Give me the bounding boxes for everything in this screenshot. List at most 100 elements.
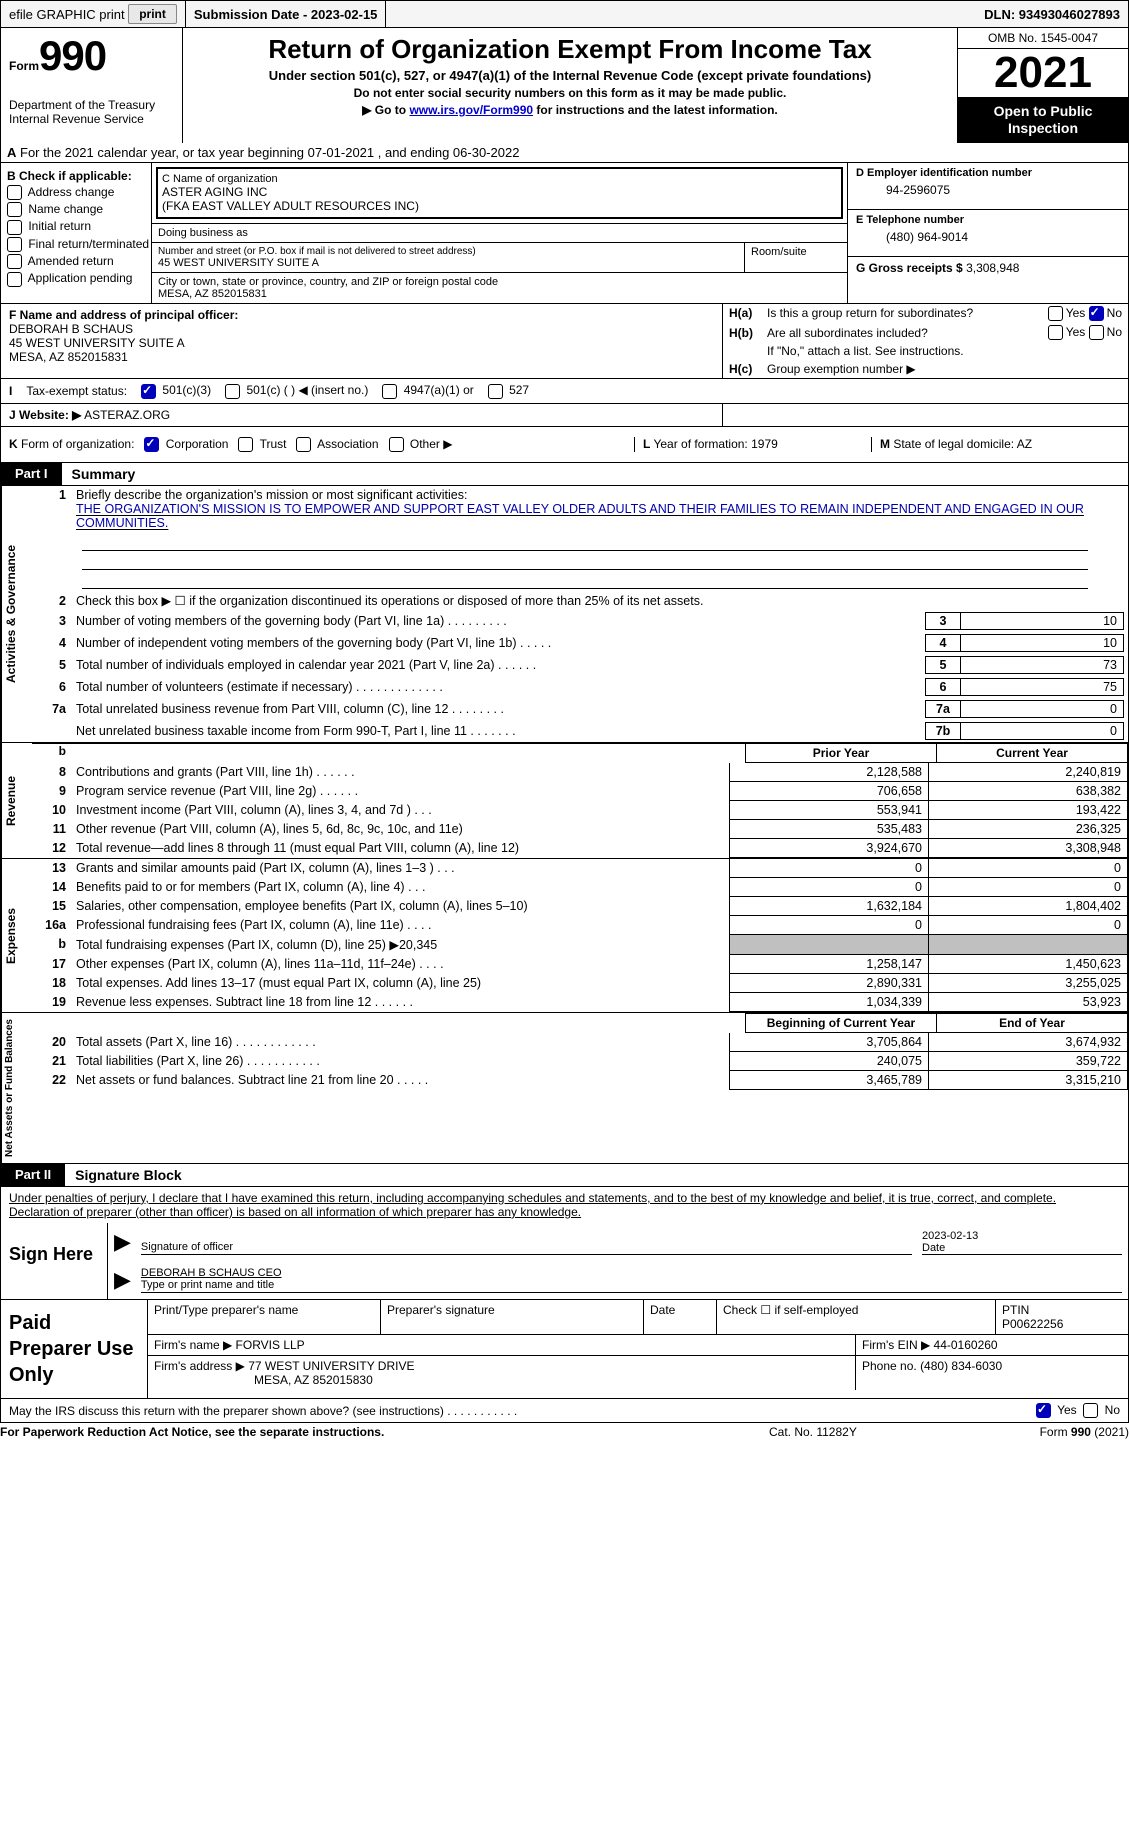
opt-assoc[interactable]: Association [296,437,378,452]
addr-label: Number and street (or P.O. box if mail i… [158,246,738,257]
part2-num: Part II [1,1164,65,1186]
revenue-content: b Prior Year Current Year 8 Contribution… [32,743,1128,858]
title-col: Return of Organization Exempt From Incom… [183,28,957,143]
name-title-field: DEBORAH B SCHAUS CEO Type or print name … [141,1267,1122,1293]
m-col: M State of legal domicile: AZ [871,437,1128,452]
perjury-text: Under penalties of perjury, I declare th… [0,1187,1129,1223]
line1-text: Briefly describe the organization's miss… [76,488,1124,530]
website-row: J Website: ▶ ASTERAZ.ORG [0,404,1129,427]
begin-year-header: Beginning of Current Year [745,1013,937,1033]
efile-label: efile GRAPHIC print print [1,1,186,27]
gross-row: G Gross receipts $ 3,308,948 [848,257,1128,303]
dept-label: Department of the Treasury Internal Reve… [9,98,174,126]
room-cell: Room/suite [744,243,847,272]
efile-text: efile GRAPHIC print [9,7,125,22]
firm-ein-label: Firm's EIN ▶ [862,1338,930,1352]
gov-line: 4 Number of independent voting members o… [32,632,1128,654]
col-d: D Employer identification number 94-2596… [847,163,1128,303]
h-col: H(a) Is this a group return for subordin… [722,304,1128,379]
end-year-header: End of Year [937,1013,1128,1033]
firm-city: MESA, AZ 852015830 [154,1373,373,1387]
hc-text: Group exemption number ▶ [767,362,916,376]
open-inspection: Open to Public Inspection [958,97,1128,143]
opt-corp[interactable]: Corporation [144,437,228,452]
ha-no-cb[interactable] [1089,306,1104,321]
data-line: 22 Net assets or fund balances. Subtract… [32,1071,1128,1090]
discuss-yes[interactable]: Yes [1036,1403,1077,1418]
ha-yes: Yes [1066,306,1086,320]
row-a-text: For the 2021 calendar year, or tax year … [20,145,519,160]
print-button[interactable]: print [128,4,177,24]
firm-name-cell: Firm's name ▶ FORVIS LLP [148,1335,856,1355]
omb-number: OMB No. 1545-0047 [958,28,1128,49]
org-name-box: C Name of organization ASTER AGING INC (… [156,167,843,219]
city-state-zip: MESA, AZ 852015831 [158,288,841,300]
submission-text: Submission Date - 2023-02-15 [194,7,378,22]
sig-arrow-2: ▶ [114,1267,131,1293]
ha-row: H(a) Is this a group return for subordin… [723,304,1128,323]
l-label: L [643,437,650,451]
gov-line: 3 Number of voting members of the govern… [32,610,1128,632]
firm-ein-cell: Firm's EIN ▶ 44-0160260 [856,1335,1128,1355]
firm-phone-cell: Phone no. (480) 834-6030 [856,1356,1128,1390]
ptin-value: P00622256 [1002,1317,1063,1331]
expenses-content: 13 Grants and similar amounts paid (Part… [32,859,1128,1012]
ein-value: 94-2596075 [856,183,1120,197]
m-text: State of legal domicile: [893,437,1014,451]
l-val: 1979 [751,437,778,451]
cb-name-change[interactable]: Name change [7,202,145,217]
col-b: B Check if applicable: Address change Na… [1,163,152,303]
opt-501c[interactable]: 501(c) ( ) ◀ (insert no.) [225,383,368,398]
activities-section: Activities & Governance 1 Briefly descri… [0,486,1129,743]
net-header: Beginning of Current Year End of Year [32,1013,1128,1033]
opt-trust[interactable]: Trust [238,437,286,452]
data-line: 18 Total expenses. Add lines 13–17 (must… [32,974,1128,993]
sig-date-field: 2023-02-13 Date [922,1230,1122,1255]
city-cell: City or town, state or province, country… [152,272,847,303]
ha-yes-cb[interactable] [1048,306,1063,321]
cb-addr-change[interactable]: Address change [7,185,145,200]
gov-line: Net unrelated business taxable income fr… [32,720,1128,742]
form-word: Form [9,59,39,73]
date-label: Date [922,1242,945,1254]
j-text: Website: ▶ [19,408,81,422]
opt-4947[interactable]: 4947(a)(1) or [382,383,473,398]
cb-initial-return[interactable]: Initial return [7,219,145,234]
k-text: Form of organization: [21,437,134,451]
sig-line-1: ▶ Signature of officer 2023-02-13 Date [108,1223,1128,1261]
cb-amended[interactable]: Amended return [7,254,145,269]
type-name-label: Type or print name and title [141,1279,274,1291]
form-subtitle: Under section 501(c), 527, or 4947(a)(1)… [191,68,949,83]
gov-line: 6 Total number of volunteers (estimate i… [32,676,1128,698]
hb-yn: Yes No [1048,325,1122,340]
sig-date-val: 2023-02-13 [922,1230,978,1242]
side-expenses: Expenses [1,859,32,1012]
ptin-cell: PTIN P00622256 [996,1300,1128,1334]
discuss-no[interactable]: No [1083,1403,1120,1418]
sign-here-label: Sign Here [1,1223,107,1299]
net-assets-section: Net Assets or Fund Balances Beginning of… [0,1013,1129,1164]
perjury-content: Under penalties of perjury, I declare th… [9,1191,1056,1219]
row-a: A For the 2021 calendar year, or tax yea… [0,143,1129,163]
tel-value: (480) 964-9014 [856,230,1120,244]
officer-addr: 45 WEST UNIVERSITY SUITE A [9,336,714,350]
form-num: 990 [39,32,106,79]
data-line: 13 Grants and similar amounts paid (Part… [32,859,1128,878]
hb-no-cb[interactable] [1089,325,1104,340]
hb-yes-cb[interactable] [1048,325,1063,340]
data-line: 17 Other expenses (Part IX, column (A), … [32,955,1128,974]
data-line: 9 Program service revenue (Part VIII, li… [32,782,1128,801]
officer-signature[interactable]: Signature of officer [141,1241,912,1255]
f-col: F Name and address of principal officer:… [1,304,722,379]
part1-title: Summary [62,463,146,485]
org-fka: (FKA EAST VALLEY ADULT RESOURCES INC) [162,199,837,213]
cb-app-pending[interactable]: Application pending [7,271,145,286]
cb-final-return[interactable]: Final return/terminated [7,237,145,252]
a-label: A [7,145,16,160]
opt-527[interactable]: 527 [488,383,529,398]
opt-501c3[interactable]: 501(c)(3) [141,383,211,398]
irs-link[interactable]: www.irs.gov/Form990 [409,103,533,117]
opt-other[interactable]: Other ▶ [389,437,453,452]
self-employed: Check ☐ if self-employed [717,1300,996,1334]
firm-name: FORVIS LLP [236,1338,305,1352]
